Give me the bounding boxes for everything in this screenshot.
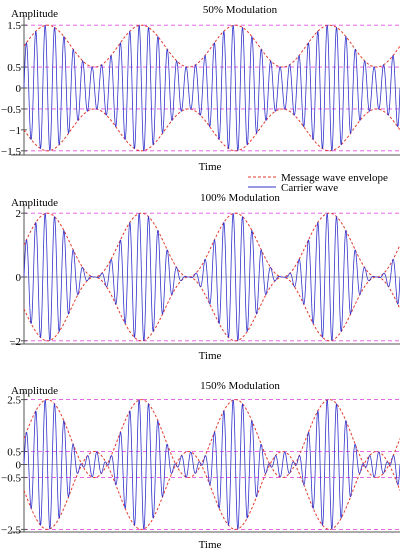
carrier-wave-line	[23, 213, 400, 341]
y-tick-label: 0	[16, 460, 22, 472]
y-tick-label: 0	[16, 83, 22, 95]
envelope-lower-line	[23, 276, 400, 342]
y-tick-label: −2	[9, 336, 21, 348]
x-axis-title: Time	[199, 350, 222, 362]
y-tick-label: −0.5	[1, 104, 21, 116]
y-axis-title: Amplitude	[11, 385, 58, 397]
y-tick-label: −2.5	[1, 524, 21, 536]
chart-title: 50% Modulation	[203, 4, 278, 16]
y-tick-label: −1	[9, 125, 21, 137]
y-tick-label: 0.5	[7, 447, 21, 459]
y-tick-label: −1.5	[1, 146, 21, 158]
y-axis-title: Amplitude	[11, 197, 58, 209]
legend: Message wave envelope Carrier wave	[248, 172, 388, 194]
y-tick-label: 2.5	[7, 395, 21, 407]
y-tick-label: 1.5	[7, 20, 21, 32]
chart-title: 150% Modulation	[200, 380, 280, 392]
y-tick-label: 2	[16, 208, 22, 220]
y-tick-label: 0.5	[7, 62, 21, 74]
envelope-upper-line	[23, 399, 400, 478]
y-tick-label: −0.5	[1, 472, 21, 484]
x-axis-title: Time	[199, 161, 222, 173]
carrier-wave-line	[23, 399, 400, 530]
y-tick-label: 0	[16, 272, 22, 284]
legend-carrier-label: Carrier wave	[281, 182, 338, 194]
envelope-upper-line	[23, 24, 400, 68]
panel-50-percent-modulation: 50% Modulation Amplitude Time 1.5 0.5 0 −0.5 −1…	[1, 4, 400, 173]
y-axis-title: Amplitude	[11, 8, 58, 20]
chart-title: 100% Modulation	[200, 192, 280, 204]
legend-envelope-label: Message wave envelope	[281, 172, 388, 184]
panel-150-percent-modulation: 150% Modulation Amplitude Time 2.5 0.50−0.5 −…	[1, 380, 400, 551]
envelope-upper-line	[23, 212, 400, 278]
envelope-lower-line	[23, 108, 400, 152]
x-axis-title: Time	[199, 539, 222, 551]
panel-100-percent-modulation: 100% Modulation Amplitude Time 2 0 −2	[9, 192, 400, 362]
carrier-wave-line	[23, 24, 400, 152]
